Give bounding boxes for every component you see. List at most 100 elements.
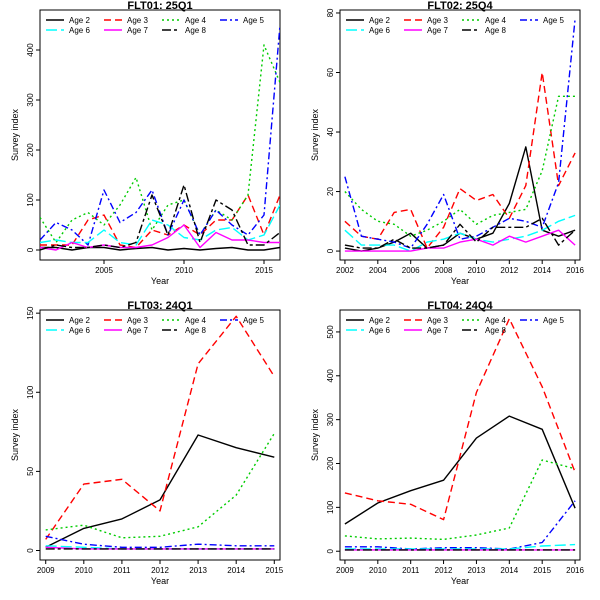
x-tick-label: 2011: [402, 566, 420, 575]
x-tick-label: 2015: [265, 566, 283, 575]
x-tick-label: 2010: [369, 566, 387, 575]
y-tick-label: 0: [26, 548, 35, 553]
legend-label: Age 7: [127, 326, 148, 335]
legend-label: Age 8: [185, 26, 206, 35]
legend-label: Age 7: [427, 26, 448, 35]
y-tick-label: 40: [326, 127, 335, 136]
legend: Age 2 Age 3 Age 4 Age 5 Age 6 Age 7 Age 8: [46, 316, 264, 335]
legend-label: Age 5: [243, 16, 264, 25]
x-axis-label: Year: [451, 576, 469, 586]
legend-item: Age 5: [220, 16, 264, 25]
series-line-age-4: [40, 44, 280, 244]
legend-item: Age 4: [462, 316, 506, 325]
legend-label: Age 3: [127, 16, 148, 25]
x-tick-label: 2006: [402, 266, 420, 275]
series-group: [40, 24, 280, 251]
legend-item: Age 4: [162, 316, 206, 325]
y-tick-label: 400: [26, 43, 35, 57]
series-line-age-8: [40, 184, 280, 251]
legend-label: Age 3: [127, 316, 148, 325]
x-tick-label: 2009: [37, 566, 55, 575]
x-tick-label: 2010: [75, 566, 93, 575]
legend-label: Age 2: [369, 316, 390, 325]
y-tick-label: 300: [326, 412, 335, 426]
legend-item: Age 8: [462, 26, 506, 35]
legend-item: Age 5: [520, 16, 564, 25]
y-tick-label: 200: [26, 143, 35, 157]
series-line-age-4: [344, 459, 576, 541]
plot-frame: [339, 9, 581, 261]
series-group: [45, 315, 275, 550]
legend-item: Age 6: [46, 326, 90, 335]
series-line-age-6: [344, 543, 576, 550]
y-tick-label: 100: [326, 500, 335, 514]
series-line-age-6: [344, 214, 576, 252]
x-axis-label: Year: [151, 576, 169, 586]
legend-label: Age 2: [69, 16, 90, 25]
legend-label: Age 6: [369, 326, 390, 335]
legend-label: Age 6: [369, 26, 390, 35]
legend-label: Age 4: [185, 16, 206, 25]
series-line-age-8: [344, 217, 576, 249]
y-axis-ticks: 0 20 40 60 80: [326, 8, 340, 253]
series-line-age-2: [40, 246, 280, 251]
series-line-age-5: [45, 535, 275, 548]
legend-label: Age 4: [485, 16, 506, 25]
x-tick-label: 2012: [151, 566, 169, 575]
y-tick-label: 50: [26, 466, 35, 475]
chart-panel-3: FLT03: 24Q1 2009 2010 2011 2012 2013 2014 2015 0…: [10, 300, 284, 586]
x-tick-label: 2010: [468, 266, 486, 275]
chart-title: FLT03: 24Q1: [127, 300, 192, 312]
legend-item: Age 3: [404, 316, 448, 325]
chart-title: FLT04: 24Q4: [427, 300, 493, 312]
x-tick-label: 2016: [566, 266, 584, 275]
legend-label: Age 5: [243, 316, 264, 325]
y-axis-ticks: 0 50 100 150: [26, 306, 40, 553]
x-tick-label: 2013: [468, 566, 486, 575]
y-tick-label: 100: [26, 193, 35, 207]
series-line-age-5: [344, 18, 576, 249]
y-tick-label: 0: [26, 247, 35, 252]
chart-panel-1: FLT01: 25Q1 2005 2010 2015 0 100 200 300 400 Year…: [10, 0, 281, 286]
x-tick-label: 2005: [95, 266, 113, 275]
legend-label: Age 7: [127, 26, 148, 35]
legend-item: Age 3: [404, 16, 448, 25]
y-tick-label: 500: [326, 325, 335, 339]
x-tick-label: 2011: [113, 566, 131, 575]
legend-label: Age 8: [485, 26, 506, 35]
y-tick-label: 80: [326, 8, 335, 17]
y-axis-ticks: 0 100 200 300 400: [26, 43, 40, 252]
legend-label: Age 8: [185, 326, 206, 335]
series-line-age-4: [45, 433, 275, 539]
legend-label: Age 2: [69, 316, 90, 325]
y-tick-label: 300: [26, 93, 35, 107]
legend-label: Age 7: [427, 326, 448, 335]
y-tick-label: 20: [326, 187, 335, 196]
legend: Age 2 Age 3 Age 4 Age 5 Age 6 Age 7 Age 8: [346, 316, 564, 335]
series-line-age-2: [45, 434, 275, 548]
x-axis-label: Year: [451, 276, 469, 286]
series-line-age-7: [344, 229, 576, 252]
legend-item: Age 3: [104, 16, 148, 25]
legend-label: Age 6: [69, 326, 90, 335]
series-line-age-3: [344, 318, 576, 521]
legend-item: Age 5: [520, 316, 564, 325]
chart-title: FLT01: 25Q1: [127, 0, 192, 12]
chart-title: FLT02: 25Q4: [427, 0, 493, 12]
series-line-age-7: [40, 224, 280, 251]
x-tick-label: 2014: [227, 566, 245, 575]
legend-item: Age 8: [162, 326, 206, 335]
y-axis-label: Survey index: [10, 108, 20, 161]
legend-label: Age 4: [185, 316, 206, 325]
legend-label: Age 5: [543, 16, 564, 25]
x-tick-label: 2014: [533, 266, 551, 275]
legend-item: Age 8: [162, 26, 206, 35]
legend-item: Age 7: [404, 326, 448, 335]
x-axis-ticks: 2005 2010 2015: [95, 260, 273, 275]
legend-item: Age 6: [46, 26, 90, 35]
y-tick-label: 60: [326, 68, 335, 77]
